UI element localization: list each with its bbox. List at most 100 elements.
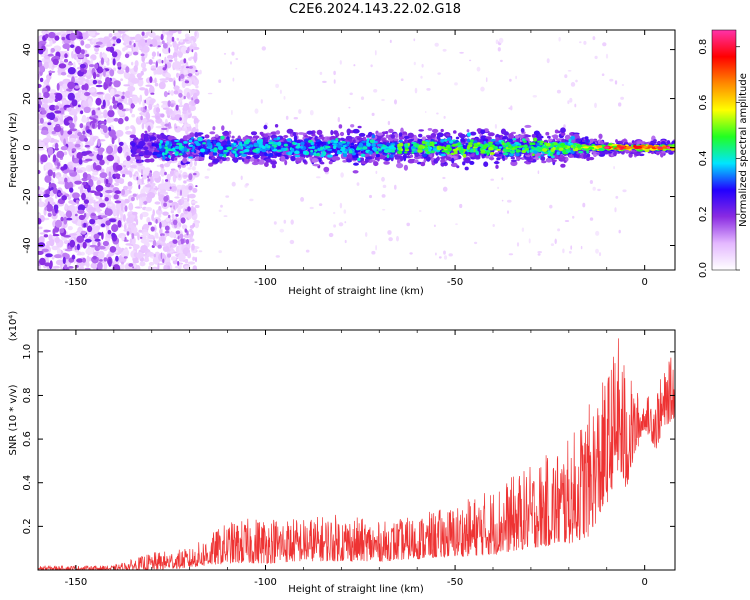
spectrogram-cell (568, 250, 572, 254)
spectrogram-cell (98, 202, 106, 208)
spectrogram-cell (618, 229, 621, 234)
spectrogram-cell (160, 235, 165, 241)
spectrogram-cell (123, 228, 131, 232)
spectrogram-cell (45, 253, 53, 258)
spectrogram-cell (187, 261, 196, 265)
spectrogram-cell (98, 120, 107, 124)
spectrogram-cell (498, 152, 503, 155)
spectrogram-cell (153, 267, 157, 270)
spectrogram-cell (65, 210, 72, 218)
spectrogram-cell (143, 201, 148, 205)
spectrogram-cell (84, 238, 92, 243)
spectrogram-cell (145, 84, 153, 87)
spectrogram-cell (39, 40, 47, 44)
spectrogram-cell (127, 211, 133, 215)
spectrogram-cell (38, 193, 41, 197)
spectrogram-cell (155, 107, 161, 114)
spectrogram-cell (139, 199, 143, 208)
spectrogram-cell (98, 37, 105, 40)
spectrogram-cell (131, 196, 135, 202)
spectrogram-cell (261, 46, 266, 51)
spectrogram-cell (138, 184, 141, 190)
spectrogram-cell (292, 132, 297, 136)
spectrogram-cell (43, 91, 50, 99)
spectrogram-cell (375, 170, 378, 174)
spectrogram-cell (130, 77, 140, 84)
spectrogram-cell (167, 122, 172, 129)
spectrogram-cell (59, 211, 65, 217)
spectrogram-cell (43, 193, 50, 198)
spectrogram-cell (264, 122, 268, 126)
spectrogram-cell (95, 185, 104, 192)
spectrogram-cell (595, 248, 599, 254)
spectrogram-cell (117, 117, 124, 125)
spectrogram-cell (107, 109, 115, 118)
spectrogram-cell (68, 120, 73, 124)
spectrogram-cell (139, 213, 143, 220)
spectrogram-cell (564, 220, 570, 222)
spectrogram-cell (42, 98, 45, 103)
spectrogram-cell (302, 159, 307, 163)
spectrogram-cell (387, 230, 392, 235)
spectrogram-cell (131, 211, 138, 216)
spectrogram-cell (136, 176, 139, 181)
spectrogram-cell (42, 138, 51, 143)
spectrogram-cell (147, 142, 152, 146)
spectrogram-cell (187, 206, 191, 212)
spectrogram-cell (94, 63, 99, 69)
spectrogram-cell (162, 43, 168, 49)
spectrogram-cell (83, 222, 87, 228)
spectrogram-cell (63, 235, 71, 238)
spectrogram-cell (38, 41, 42, 50)
spectrogram-cell (139, 38, 147, 47)
spectrogram-cell (82, 257, 86, 263)
spectrogram-cell (273, 221, 277, 225)
spectrogram-cell (125, 130, 133, 135)
spectrogram-cell (163, 243, 167, 247)
spectrogram-cell (289, 239, 295, 245)
spectrogram-cell (175, 245, 179, 254)
spectrogram-cell (69, 44, 75, 48)
spectrogram-cell (133, 174, 136, 177)
spectrogram-cell (141, 177, 144, 185)
spectrogram-cell (63, 151, 68, 156)
spectrogram-cell (231, 51, 235, 56)
spectrogram-cell (80, 49, 85, 55)
spectrogram-cell (496, 157, 501, 161)
spectrogram-cell (140, 53, 145, 57)
spectrogram-cell (183, 95, 186, 100)
spectrogram-cell (78, 186, 81, 190)
spectrogram-cell (124, 116, 129, 122)
spectrogram-cell (88, 153, 94, 157)
spectrogram-cell (114, 200, 122, 204)
spectrogram-cell (53, 265, 60, 269)
spectrogram-cell (104, 197, 109, 202)
spectrogram-cell (146, 217, 151, 224)
spectrogram-cell (162, 211, 169, 216)
spectrogram-cell (117, 69, 125, 75)
spectrogram-cell (152, 239, 157, 247)
spectrogram-cell (149, 158, 155, 163)
spectrogram-cell (221, 125, 225, 131)
spectrogram-cell (389, 39, 392, 44)
spectrogram-cell (182, 188, 189, 196)
spectrogram-cell (279, 228, 285, 233)
spectrogram-cell (55, 219, 62, 228)
spectrogram-cell (64, 264, 68, 270)
spectrogram-cell (82, 181, 87, 186)
spectrogram-cell (455, 223, 458, 226)
spectrogram-cell (352, 139, 356, 144)
spectrogram-cell (62, 43, 71, 50)
spectrogram-cell (521, 157, 525, 161)
spectrogram-cell (191, 40, 194, 45)
spectrogram-cell (174, 196, 180, 199)
spectrogram-cell (114, 190, 122, 195)
spectrogram-cell (338, 222, 344, 227)
spectrogram-cell (68, 204, 76, 213)
spectrogram-cell (102, 99, 106, 108)
spectrogram-cell (56, 150, 65, 159)
spectrogram-cell (154, 232, 159, 239)
spectrogram-cell (622, 189, 627, 193)
spectrogram-cell (51, 255, 55, 260)
